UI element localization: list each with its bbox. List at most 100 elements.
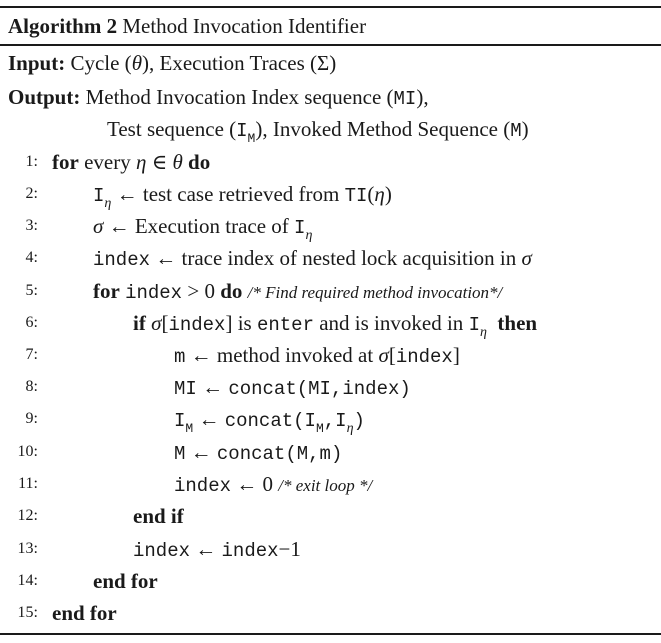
line-code: end for	[52, 598, 117, 628]
line-number: 12:	[17, 507, 38, 524]
text: Execution trace of	[134, 214, 289, 238]
output-line-continued: Test sequence (I M), Invoked Method Seque…	[107, 114, 529, 148]
eta-symbol: η	[374, 182, 385, 206]
output-text: ),	[416, 85, 429, 109]
text: method invoked at	[216, 343, 374, 367]
sigma-capital-symbol: Σ	[316, 51, 330, 75]
algorithm-line: 6: if σ[index] is enter and is invoked i…	[0, 308, 661, 340]
output-key: Output:	[8, 85, 81, 109]
eta-subscript: η	[104, 196, 112, 211]
algorithm-line: 13: index ← index−1	[0, 534, 661, 564]
line-number: 9:	[25, 410, 38, 427]
algorithm-line: 8: MI ← concat(MI,index)	[0, 372, 661, 402]
m-lower-token: m	[174, 346, 186, 368]
keyword-if: if	[133, 311, 146, 335]
i-token: I	[294, 217, 306, 239]
input-text: ), Execution Traces (	[142, 51, 317, 75]
sigma-symbol: σ	[521, 246, 532, 270]
top-rule	[0, 6, 661, 8]
line-number: 2:	[25, 185, 38, 202]
line-code: for every η ∈ θ do	[52, 147, 210, 177]
line-code: MI ← concat(MI,index)	[174, 375, 411, 400]
m-token: M	[510, 120, 522, 142]
algorithm-line: 2: Iη ← test case retrieved from TI(η)	[0, 179, 661, 211]
line-number: 6:	[25, 314, 38, 331]
algorithm-line: 4: index ← trace index of nested lock ac…	[0, 243, 661, 273]
zero-literal: 0	[262, 472, 274, 496]
line-code: if σ[index] is enter and is invoked in I…	[133, 311, 538, 340]
i-token: I	[335, 410, 347, 432]
index-token: index	[174, 475, 232, 497]
i-token: I	[304, 410, 316, 432]
sigma-symbol: σ	[151, 311, 162, 335]
concat-token: concat	[224, 410, 294, 432]
line-code: σ ← Execution trace of Iη	[93, 211, 312, 245]
line-number: 7:	[25, 346, 38, 363]
m-subscript: M	[185, 421, 194, 436]
input-text: Cycle (	[70, 51, 132, 75]
i-token: I	[93, 185, 105, 207]
keyword-end-for: end for	[93, 569, 158, 593]
keyword-then: then	[497, 311, 538, 335]
output-text: Method Invocation Index sequence (	[85, 85, 394, 109]
keyword-for: for	[93, 279, 120, 303]
algorithm-caption: Algorithm 2 Method Invocation Identifier	[8, 9, 366, 43]
keyword-do: do	[188, 150, 211, 174]
algorithm-line: 1: for every η ∈ θ do	[0, 147, 661, 177]
line-code: for index > 0 do /* Find required method…	[93, 276, 502, 308]
m-token: M	[174, 443, 186, 465]
index-token: index	[168, 314, 226, 336]
line-code: end for	[93, 566, 158, 596]
text: and is invoked in	[319, 311, 464, 335]
mi-token: MI	[393, 88, 417, 110]
algorithm-name: Method Invocation Identifier	[122, 14, 367, 38]
line-code: IM ← concat(IM,Iη)	[174, 407, 365, 436]
zero-literal: 0	[204, 279, 215, 303]
algorithm-line: 12: end if	[0, 501, 661, 531]
keyword-end-if: end if	[133, 504, 184, 528]
minus-symbol: −	[278, 537, 291, 561]
assign-arrow: ←	[190, 440, 212, 464]
mi-token: MI	[308, 378, 331, 400]
algorithm-line: 10: M ← concat(M,m)	[0, 437, 661, 467]
eta-subscript: η	[305, 228, 313, 243]
one-literal: 1	[290, 537, 301, 561]
algorithm-line: 3: σ ← Execution trace of Iη	[0, 211, 661, 243]
concat-token: concat	[216, 443, 286, 465]
index-token: index	[133, 540, 191, 562]
assign-arrow: ←	[198, 407, 220, 431]
output-text: Test sequence (	[107, 117, 237, 141]
line-number: 14:	[17, 572, 38, 589]
text: every	[84, 150, 131, 174]
theta-symbol: θ	[172, 150, 183, 174]
assign-arrow: ←	[236, 472, 258, 496]
m-lower-token: m	[319, 443, 331, 465]
i-token: I	[236, 120, 248, 142]
theta-symbol: θ	[131, 51, 143, 75]
sigma-symbol: σ	[378, 343, 389, 367]
line-code: m ← method invoked at σ[index]	[174, 343, 460, 368]
algorithm-line: 15: end for	[0, 598, 661, 628]
line-code: Iη ← test case retrieved from TI(η)	[93, 182, 392, 211]
input-key: Input:	[8, 51, 66, 75]
eta-symbol: η	[135, 150, 147, 174]
line-number: 1:	[25, 153, 38, 170]
mi-token: MI	[174, 378, 197, 400]
line-number: 10:	[17, 443, 38, 460]
text: trace index of nested lock acquisition i…	[181, 246, 517, 270]
algorithm-line: 5: for index > 0 do /* Find required met…	[0, 276, 661, 306]
assign-arrow: ←	[108, 214, 130, 238]
line-number: 15:	[17, 604, 38, 621]
algorithm-line: 14: end for	[0, 566, 661, 596]
assign-arrow: ←	[155, 246, 177, 270]
caption-rule	[0, 44, 661, 46]
line-code: end if	[133, 501, 184, 531]
index-token: index	[93, 249, 151, 271]
output-text: ), Invoked Method Sequence (	[255, 117, 511, 141]
eta-subscript: η	[479, 325, 487, 340]
line-code: M ← concat(M,m)	[174, 440, 343, 465]
keyword-for: for	[52, 150, 79, 174]
line-number: 5:	[25, 282, 38, 299]
output-line: Output: Method Invocation Index sequence…	[8, 82, 429, 114]
bottom-rule	[0, 633, 661, 635]
